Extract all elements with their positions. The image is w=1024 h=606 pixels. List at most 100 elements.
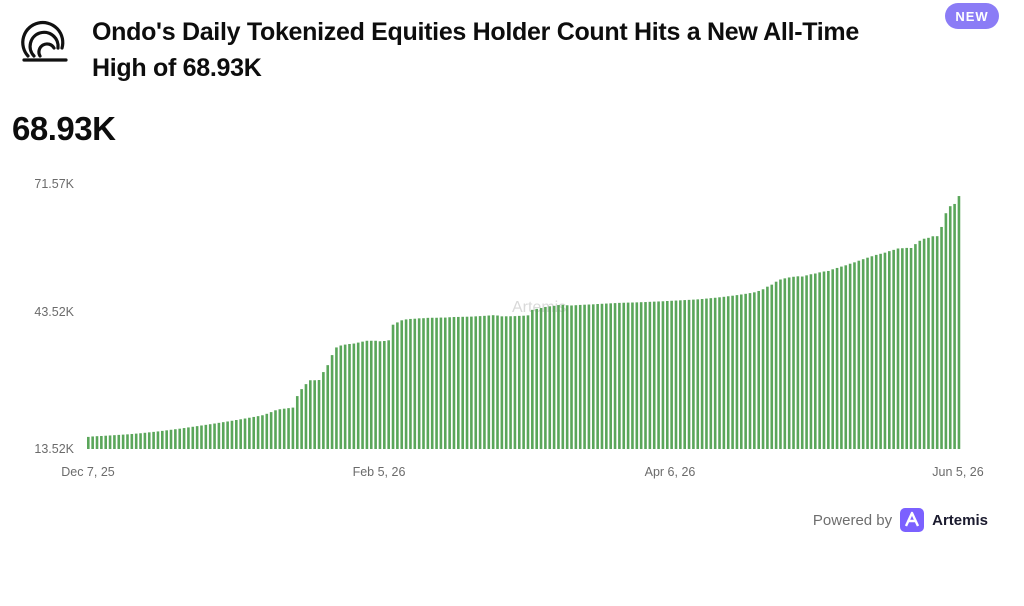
bar: [252, 416, 256, 449]
bar: [235, 420, 238, 449]
bar: [248, 417, 251, 449]
bar: [95, 436, 99, 449]
bar: [200, 425, 203, 449]
bar: [287, 408, 290, 449]
bar: [918, 240, 922, 449]
bar: [631, 302, 634, 449]
bar: [187, 427, 190, 449]
bar: [935, 236, 939, 449]
bar: [365, 340, 369, 449]
bar: [204, 424, 208, 449]
bar: [831, 269, 835, 449]
bar: [591, 304, 595, 449]
bar: [461, 316, 464, 449]
bar: [400, 320, 404, 449]
bar: [156, 431, 160, 449]
bar: [770, 284, 774, 449]
bar: [295, 396, 299, 449]
bar: [282, 408, 286, 449]
bar: [561, 304, 565, 449]
bar: [378, 341, 382, 449]
bar: [578, 304, 582, 449]
bar: [544, 306, 547, 449]
bar: [722, 296, 726, 449]
bar: [870, 256, 874, 449]
bar: [91, 436, 94, 449]
bar: [126, 434, 129, 449]
bar: [439, 317, 443, 449]
bar: [657, 301, 660, 449]
bar: [922, 238, 926, 449]
bar: [813, 273, 817, 449]
bar: [622, 302, 626, 449]
bars-group: [87, 196, 961, 449]
bar: [430, 317, 434, 449]
bar: [474, 316, 478, 449]
bar: [300, 389, 303, 449]
bar: [800, 276, 804, 449]
bar: [108, 435, 112, 449]
bar: [361, 341, 364, 449]
bar: [457, 316, 460, 449]
bar: [87, 436, 90, 449]
bar: [470, 316, 473, 449]
bar: [531, 309, 534, 449]
bar: [596, 304, 599, 449]
y-tick-label: 71.57K: [34, 177, 74, 191]
bar: [840, 266, 843, 449]
bar: [674, 300, 678, 449]
bar: [374, 340, 377, 449]
bar: [113, 435, 116, 449]
bar: [391, 324, 395, 449]
bar: [818, 272, 821, 449]
bar: [330, 355, 334, 449]
headline-value: 68.93K: [12, 110, 116, 147]
bar: [435, 317, 438, 449]
bar: [757, 290, 761, 449]
bar: [426, 317, 430, 449]
bar: [626, 302, 630, 449]
bar: [957, 196, 961, 449]
bar: [744, 293, 747, 449]
bar: [844, 265, 848, 449]
powered-by-text: Powered by: [812, 511, 893, 529]
x-tick-label: Jun 5, 26: [932, 465, 983, 479]
bar: [313, 380, 316, 449]
powered-by-footer[interactable]: Powered by Artemis: [813, 508, 988, 532]
bar: [726, 296, 730, 449]
bar: [339, 345, 343, 449]
bar: [404, 319, 408, 449]
bar: [822, 271, 826, 449]
bar: [191, 426, 195, 449]
bar: [291, 407, 295, 449]
bar: [139, 433, 142, 449]
bar: [809, 274, 813, 449]
bar: [178, 428, 182, 449]
bar: [465, 316, 469, 449]
bar: [496, 315, 499, 449]
bar: [583, 304, 586, 449]
y-tick-label: 43.52K: [34, 305, 74, 319]
bar: [940, 226, 943, 449]
bar: [905, 247, 909, 449]
bar: [182, 428, 186, 449]
bar: [892, 249, 895, 449]
bar: [639, 302, 643, 449]
bar: [443, 317, 447, 449]
bar: [931, 236, 935, 449]
bar: [500, 316, 504, 449]
bar: [883, 252, 887, 449]
bar: [208, 424, 212, 449]
bar: [927, 237, 930, 449]
bar: [335, 347, 338, 449]
artemis-logo-icon: [900, 508, 925, 532]
bar: [322, 372, 325, 449]
bar: [239, 419, 242, 449]
bar: [265, 413, 269, 449]
bar: [687, 299, 691, 449]
bar: [792, 276, 795, 449]
bar: [652, 301, 656, 449]
bar: [226, 421, 229, 449]
bar-chart: Artemis 13.52K 43.52K 71.57K Dec 7, 25 Feb …: [34, 177, 983, 479]
bar: [739, 294, 743, 449]
